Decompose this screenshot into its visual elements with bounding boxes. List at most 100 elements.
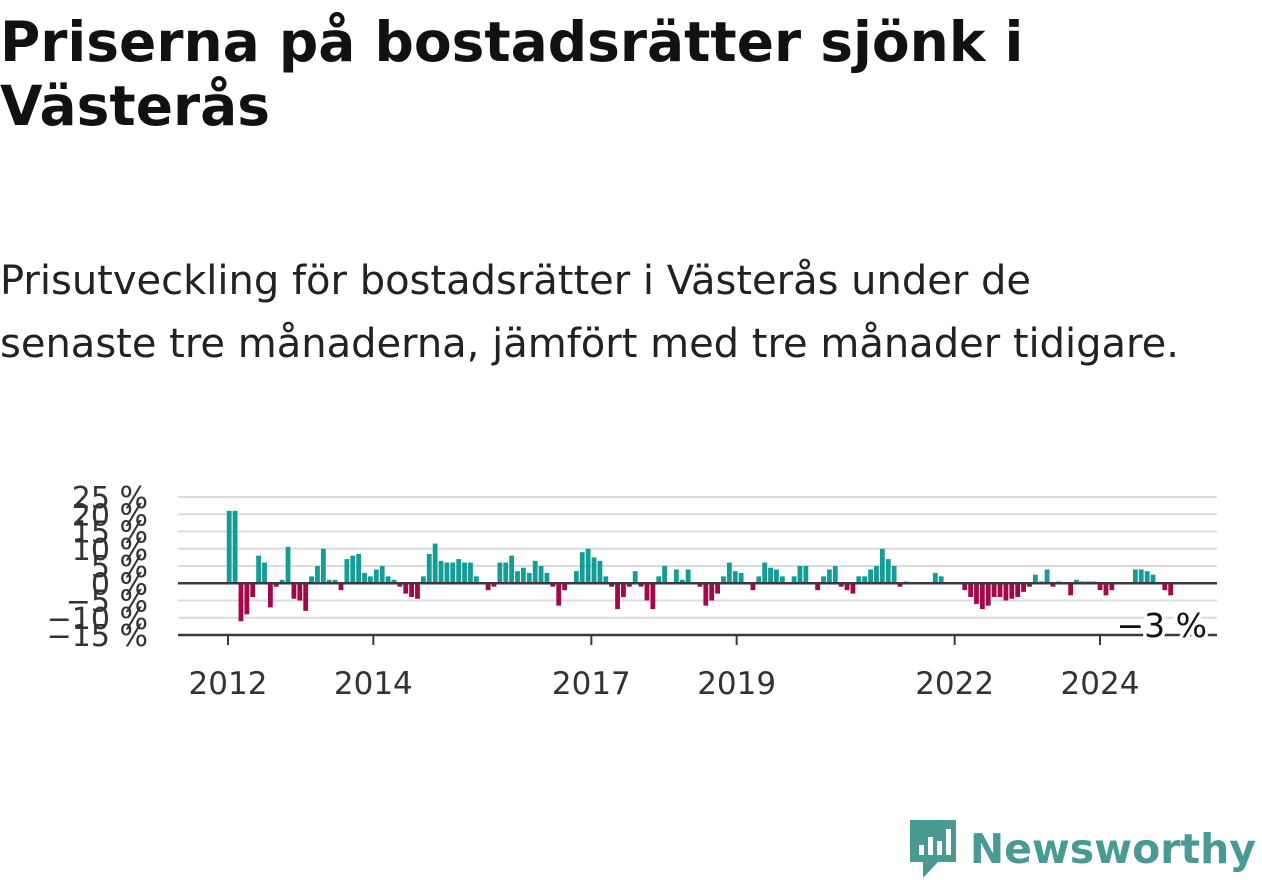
bar <box>703 583 709 606</box>
bar <box>721 576 726 584</box>
bar <box>1144 571 1150 584</box>
bar <box>415 583 420 599</box>
bar <box>650 583 656 610</box>
bar <box>456 559 462 584</box>
bar <box>1162 583 1168 591</box>
x-tick-label: 2022 <box>915 666 994 702</box>
bar <box>826 569 832 584</box>
bar <box>509 555 515 584</box>
x-tick-label: 2012 <box>189 666 268 702</box>
bar <box>774 569 779 584</box>
bar <box>1132 569 1138 584</box>
y-tick-label: −5 % <box>66 585 148 620</box>
bar <box>338 583 344 591</box>
bar <box>779 576 785 584</box>
bar <box>862 576 868 584</box>
bar <box>403 583 409 594</box>
bar <box>1074 579 1079 584</box>
bar <box>626 583 632 587</box>
bar <box>473 576 479 584</box>
bar <box>621 583 626 598</box>
bar <box>362 572 367 584</box>
bar <box>850 583 856 594</box>
bar <box>1050 583 1056 587</box>
bar <box>279 579 285 584</box>
bar <box>573 571 579 584</box>
bar <box>709 583 715 601</box>
bar <box>1097 583 1103 591</box>
bar <box>320 548 326 584</box>
bar <box>685 569 691 584</box>
bar <box>397 583 403 587</box>
bar <box>285 547 291 584</box>
bar <box>791 576 797 584</box>
bar <box>579 552 585 584</box>
y-tick-label: 0 % <box>91 567 148 602</box>
bar <box>962 583 968 591</box>
bar <box>1009 583 1015 599</box>
bar <box>1003 583 1009 601</box>
bar <box>426 553 432 584</box>
bar <box>856 576 862 584</box>
brand-name: Newsworthy <box>969 825 1256 873</box>
last-value-label: −3 % <box>1117 606 1208 645</box>
bar <box>550 583 556 587</box>
bar <box>815 583 821 591</box>
bar <box>562 583 568 591</box>
bar <box>385 576 391 584</box>
bar <box>450 562 456 584</box>
bar <box>256 555 262 584</box>
x-tick-label: 2017 <box>552 666 631 702</box>
bar <box>979 583 985 610</box>
x-tick-label: 2019 <box>697 666 776 702</box>
bar <box>985 583 991 606</box>
bar <box>503 562 509 584</box>
bar <box>874 566 879 584</box>
bar <box>238 583 244 622</box>
bar <box>638 583 644 587</box>
bar <box>556 583 562 606</box>
bar <box>673 569 679 584</box>
bar <box>326 579 332 584</box>
bar <box>1138 569 1144 584</box>
bar <box>632 571 638 584</box>
bar <box>585 548 591 584</box>
bar <box>821 576 826 584</box>
bar <box>803 566 809 584</box>
y-tick-label: −15 % <box>47 619 148 654</box>
bar <box>262 562 267 584</box>
bar <box>1015 583 1021 598</box>
bar <box>409 583 415 598</box>
bar <box>891 566 897 584</box>
bar <box>462 562 467 584</box>
bar <box>373 569 379 584</box>
bar <box>438 560 444 584</box>
bar <box>656 576 662 584</box>
bar <box>332 579 338 584</box>
bar <box>844 583 850 591</box>
bar <box>309 576 314 584</box>
y-axis-labels: −15 %−10 %−5 %0 %5 %10 %15 %20 %25 % <box>47 481 148 654</box>
bar <box>544 572 550 584</box>
bar <box>932 572 938 584</box>
bar <box>756 576 762 584</box>
bar <box>291 583 297 599</box>
bar <box>838 583 844 587</box>
y-tick-label: −10 % <box>47 602 148 637</box>
bar <box>497 562 503 584</box>
page-title: Priserna på bostadsrätter sjönk i Väster… <box>0 10 1024 138</box>
bar <box>797 566 803 584</box>
bar <box>609 583 615 587</box>
bar <box>350 555 356 584</box>
newsworthy-logo-icon <box>909 820 956 878</box>
bar <box>226 510 232 584</box>
x-tick-label: 2024 <box>1061 666 1140 702</box>
bar <box>356 553 362 584</box>
bar <box>515 571 520 584</box>
bar <box>768 567 773 584</box>
bar <box>1109 583 1115 591</box>
bar <box>315 566 320 584</box>
bar <box>1044 569 1050 584</box>
bar <box>968 583 974 598</box>
bar <box>991 583 997 598</box>
